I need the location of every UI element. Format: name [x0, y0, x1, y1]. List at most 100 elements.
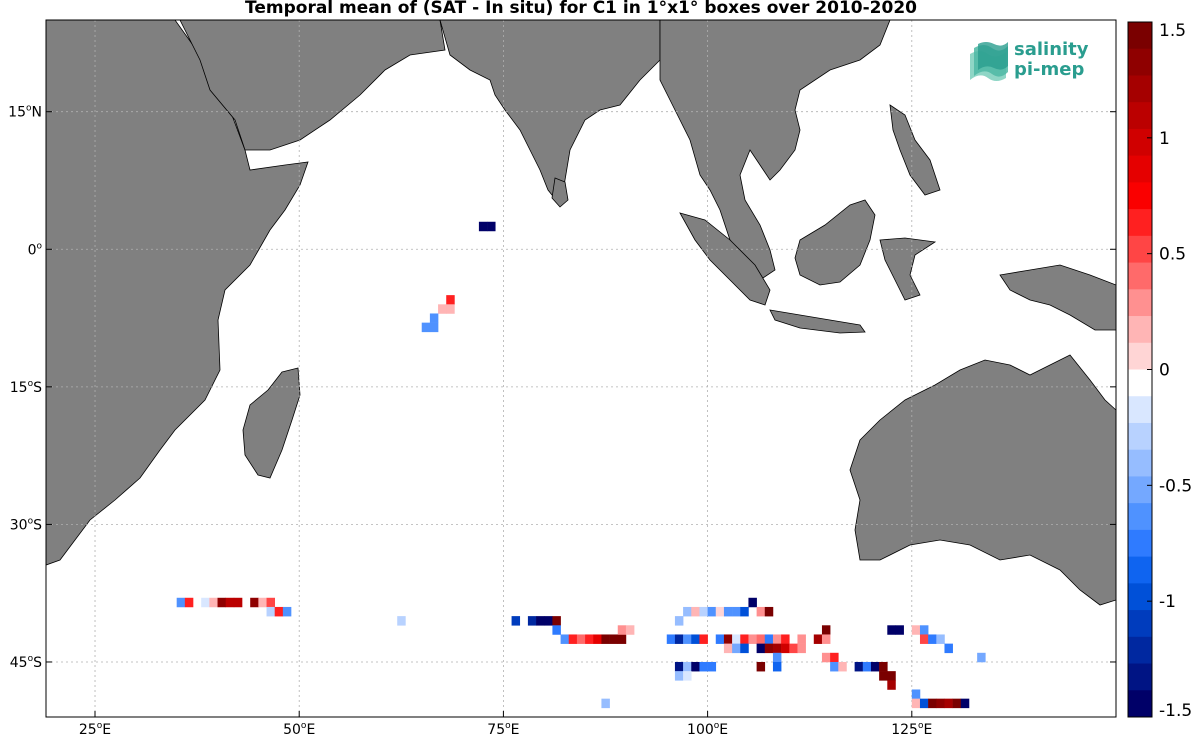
data-box [617, 634, 627, 644]
data-box [266, 597, 276, 608]
data-box [233, 597, 243, 608]
data-box [919, 625, 929, 635]
data-box [397, 616, 406, 626]
colorbar-segment [1128, 663, 1152, 691]
data-box [732, 643, 741, 654]
data-box [552, 625, 561, 635]
data-box [944, 698, 953, 709]
data-box [209, 597, 218, 608]
x-axis-ticks: 25oE 50oE 75oE 100oE 125oE [79, 711, 932, 738]
data-box [683, 606, 692, 617]
x-tick-label: 25oE [79, 721, 111, 738]
data-box [781, 634, 790, 644]
data-box [764, 606, 774, 617]
data-box [977, 652, 986, 663]
colorbar-segment [1128, 610, 1152, 638]
land-masses [45, 19, 1117, 606]
data-box [601, 698, 610, 709]
colorbar-segment [1128, 209, 1152, 237]
colorbar-tick-label: 0 [1159, 361, 1170, 381]
data-box [870, 661, 880, 672]
data-box [560, 634, 570, 644]
colorbar-segment [1128, 690, 1152, 718]
colorbar-segment [1128, 342, 1152, 370]
colorbar-segment [1128, 449, 1152, 477]
data-box [895, 625, 904, 635]
data-box [217, 597, 226, 608]
colorbar-segment [1128, 396, 1152, 424]
data-box [527, 616, 537, 626]
data-box [691, 606, 700, 617]
data-box [887, 671, 896, 681]
data-box [707, 661, 717, 672]
data-box [429, 313, 439, 323]
data-box [421, 322, 431, 333]
y-axis-ticks: 15oN 0o 15oS 30oS 45oS [8, 104, 1116, 671]
data-box [732, 606, 741, 617]
colorbar-segment [1128, 235, 1152, 264]
data-box [952, 698, 962, 709]
data-box [919, 634, 929, 644]
colorbar-segment [1128, 48, 1152, 76]
colorbar-segment [1128, 556, 1152, 584]
data-box [691, 634, 700, 644]
data-box [691, 661, 700, 672]
colorbar [1127, 21, 1153, 718]
y-tick-label: 45oS [10, 654, 42, 671]
data-box [756, 661, 766, 672]
data-box [674, 616, 684, 626]
colorbar-tick-label: 1.5 [1159, 21, 1186, 41]
colorbar-segment [1128, 476, 1152, 504]
data-box [862, 661, 872, 672]
colorbar-tick-label: 1 [1159, 129, 1170, 149]
data-box [821, 634, 831, 644]
data-box [928, 698, 937, 709]
data-box [748, 597, 757, 608]
logo-line-1: salinity [1014, 39, 1089, 60]
data-box [429, 322, 439, 333]
data-box [625, 625, 635, 635]
data-box [585, 634, 594, 644]
data-box [723, 606, 733, 617]
data-box [683, 661, 692, 672]
data-box [258, 597, 267, 608]
data-box [201, 597, 210, 608]
land-madagascar [242, 367, 301, 479]
data-box [887, 680, 896, 690]
data-box [740, 634, 749, 644]
data-box [715, 634, 725, 644]
y-tick-label: 15oS [10, 379, 42, 396]
land-java [769, 309, 866, 334]
data-box [821, 652, 831, 663]
colorbar-segment [1128, 636, 1152, 665]
gridlines [46, 20, 1116, 717]
data-box [568, 634, 578, 644]
colorbar-tick-label: -1 [1159, 592, 1176, 612]
data-box [544, 616, 553, 626]
data-box [764, 634, 774, 644]
colorbar-segment [1128, 369, 1152, 397]
land-arabia [179, 19, 446, 151]
data-box [683, 634, 692, 644]
data-box [821, 625, 831, 635]
data-box [732, 634, 741, 644]
data-box [250, 597, 259, 608]
salinity-pi-mep-logo: salinity pi-mep [966, 38, 1096, 86]
data-box [225, 597, 235, 608]
data-box [772, 661, 782, 672]
map-frame [45, 19, 1117, 718]
map-title: Temporal mean of (SAT - In situ) for C1 … [245, 0, 917, 18]
data-box [879, 671, 888, 681]
data-box [282, 606, 292, 617]
colorbar-segment [1128, 155, 1152, 183]
colorbar-ticks: 1.5 1 0.5 0 -0.5 -1 -1.5 [1147, 21, 1192, 721]
data-box [666, 634, 676, 644]
logo-waves-icon [970, 42, 1008, 81]
x-tick-label: 125oE [891, 721, 932, 738]
data-box [683, 671, 692, 681]
logo-line-2: pi-mep [1014, 59, 1085, 80]
land-sulawesi [879, 237, 937, 301]
data-box [797, 634, 806, 644]
data-box [781, 643, 790, 654]
data-box [830, 661, 839, 672]
